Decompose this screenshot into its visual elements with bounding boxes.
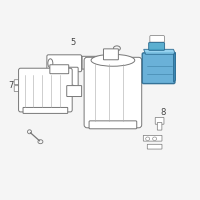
FancyBboxPatch shape (50, 65, 69, 74)
FancyBboxPatch shape (89, 121, 137, 129)
Polygon shape (82, 56, 110, 69)
FancyBboxPatch shape (14, 80, 22, 85)
FancyBboxPatch shape (147, 144, 162, 149)
Text: 8: 8 (160, 108, 165, 117)
Polygon shape (173, 52, 175, 82)
Ellipse shape (153, 137, 157, 140)
FancyBboxPatch shape (155, 117, 164, 124)
FancyBboxPatch shape (157, 123, 162, 130)
Text: 5: 5 (71, 38, 76, 47)
FancyBboxPatch shape (23, 107, 68, 113)
Ellipse shape (146, 137, 150, 140)
Polygon shape (144, 49, 175, 54)
FancyBboxPatch shape (47, 55, 82, 72)
FancyBboxPatch shape (14, 86, 22, 91)
FancyBboxPatch shape (143, 135, 162, 141)
FancyBboxPatch shape (64, 67, 78, 89)
FancyBboxPatch shape (150, 36, 164, 42)
Text: 7: 7 (8, 81, 13, 90)
FancyBboxPatch shape (67, 86, 82, 97)
FancyBboxPatch shape (149, 42, 165, 50)
FancyBboxPatch shape (19, 68, 72, 112)
FancyBboxPatch shape (142, 53, 175, 84)
FancyBboxPatch shape (103, 49, 118, 60)
Ellipse shape (91, 54, 135, 66)
FancyBboxPatch shape (84, 57, 142, 128)
